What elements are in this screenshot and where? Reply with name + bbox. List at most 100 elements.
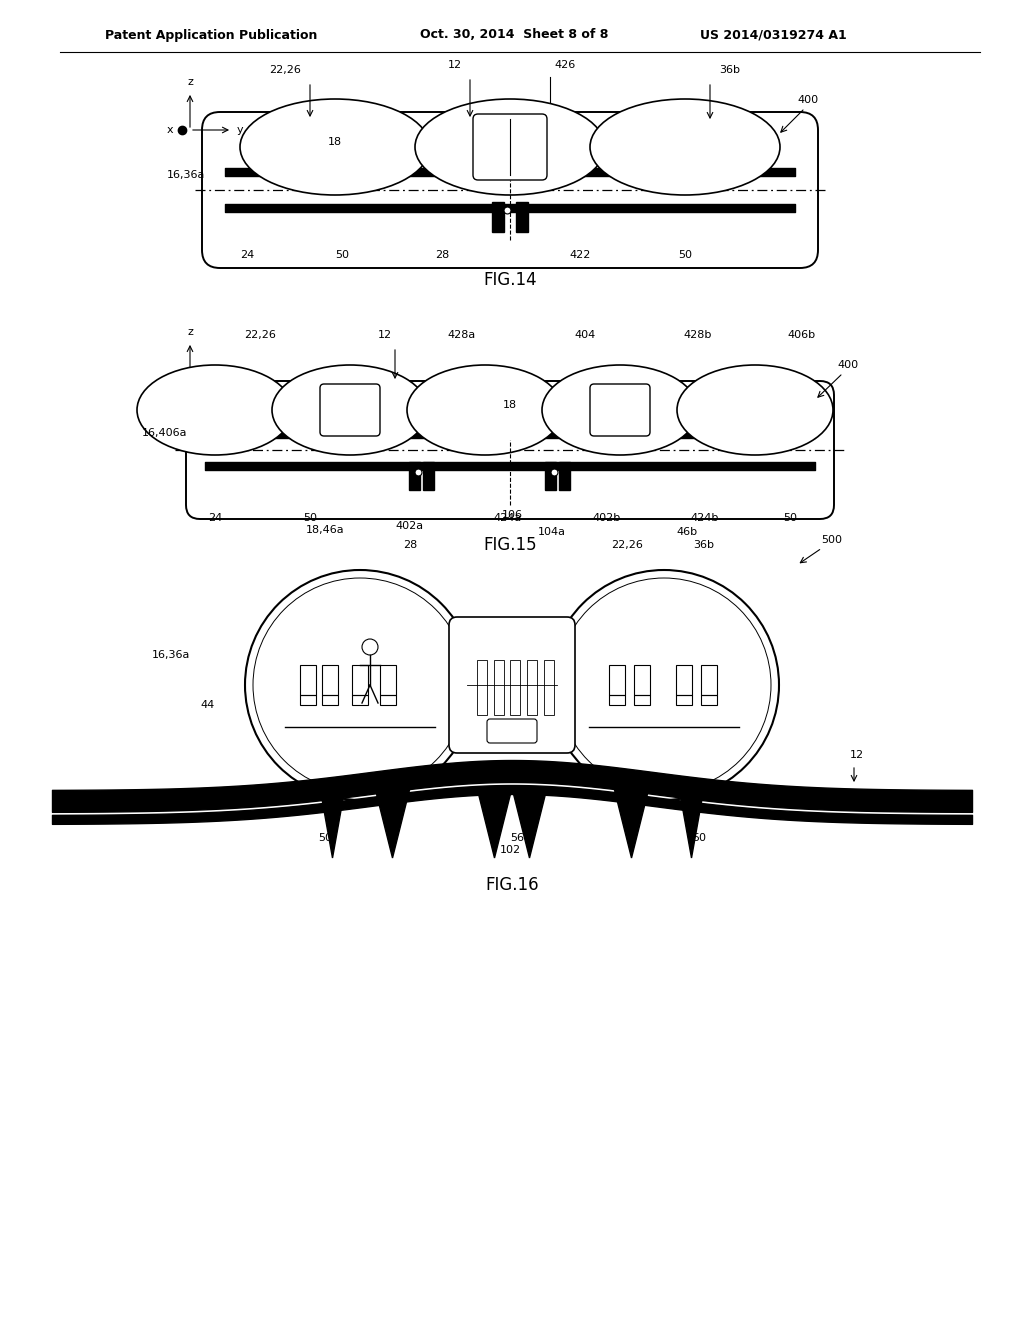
Text: 44: 44 [201, 700, 215, 710]
Text: 50: 50 [303, 513, 317, 523]
Text: 18,46a: 18,46a [306, 525, 344, 535]
Bar [322, 696, 338, 705]
Bar [701, 696, 717, 705]
Text: FIG.15: FIG.15 [483, 536, 537, 554]
Text: 12: 12 [850, 750, 864, 760]
Ellipse shape [407, 366, 563, 455]
Text: 12: 12 [447, 59, 462, 70]
Ellipse shape [272, 366, 428, 455]
Text: 22,26: 22,26 [269, 65, 301, 75]
Text: 50: 50 [318, 833, 332, 843]
Text: FIG.16: FIG.16 [485, 876, 539, 894]
Bar [477, 660, 487, 715]
Text: 18: 18 [503, 400, 517, 411]
Text: 28: 28 [435, 249, 450, 260]
Bar [494, 660, 504, 715]
Text: z: z [187, 327, 193, 337]
Ellipse shape [415, 99, 605, 195]
Polygon shape [614, 788, 649, 858]
Bar [300, 665, 316, 696]
Ellipse shape [590, 99, 780, 195]
Bar [423, 462, 434, 490]
Text: x: x [166, 375, 173, 385]
Text: x: x [166, 125, 173, 135]
Text: 22,26: 22,26 [244, 330, 275, 341]
Bar [676, 696, 692, 705]
FancyBboxPatch shape [202, 112, 818, 268]
Text: 500: 500 [821, 535, 843, 545]
Polygon shape [679, 788, 705, 858]
Ellipse shape [542, 366, 698, 455]
Bar [559, 462, 570, 490]
Text: 402b: 402b [593, 513, 622, 523]
Text: z: z [187, 77, 193, 87]
Bar [380, 696, 396, 705]
Bar [322, 665, 338, 696]
Bar [634, 696, 650, 705]
Text: 24: 24 [240, 249, 254, 260]
Polygon shape [512, 788, 547, 858]
Text: 12: 12 [378, 330, 392, 341]
Ellipse shape [240, 99, 430, 195]
Text: 46b: 46b [677, 527, 697, 537]
Text: y: y [237, 375, 244, 385]
Bar [352, 665, 368, 696]
Text: 424b: 424b [691, 513, 719, 523]
Text: 422: 422 [569, 249, 591, 260]
Text: 16,36a: 16,36a [167, 170, 205, 180]
Bar [510, 660, 520, 715]
Text: 102: 102 [500, 845, 520, 855]
Text: 50: 50 [783, 513, 797, 523]
Bar [380, 665, 396, 696]
Text: y: y [237, 125, 244, 135]
Polygon shape [477, 788, 512, 858]
Text: 28: 28 [402, 540, 417, 550]
Ellipse shape [137, 366, 293, 455]
Text: 16,36a: 16,36a [152, 649, 190, 660]
Bar [609, 696, 625, 705]
Text: 400: 400 [838, 360, 858, 370]
Text: 104a: 104a [538, 527, 566, 537]
Text: Patent Application Publication: Patent Application Publication [105, 29, 317, 41]
FancyBboxPatch shape [590, 384, 650, 436]
Text: 24: 24 [208, 513, 222, 523]
Bar [409, 462, 420, 490]
FancyBboxPatch shape [487, 719, 537, 743]
Text: 16,406a: 16,406a [141, 428, 187, 438]
Bar [516, 202, 528, 232]
Text: 50: 50 [678, 249, 692, 260]
Bar [544, 660, 554, 715]
Text: 50: 50 [335, 249, 349, 260]
Text: 400: 400 [798, 95, 818, 106]
Text: Oct. 30, 2014  Sheet 8 of 8: Oct. 30, 2014 Sheet 8 of 8 [420, 29, 608, 41]
Bar [609, 665, 625, 696]
Text: 56: 56 [510, 833, 524, 843]
FancyBboxPatch shape [449, 616, 575, 752]
Text: 36b: 36b [693, 540, 715, 550]
Polygon shape [319, 788, 345, 858]
Text: 428b: 428b [684, 330, 712, 341]
Bar [352, 696, 368, 705]
Bar [527, 660, 537, 715]
FancyBboxPatch shape [473, 114, 547, 180]
Text: 402a: 402a [396, 521, 424, 531]
Bar [676, 665, 692, 696]
Text: 106: 106 [502, 510, 522, 520]
Text: 424a: 424a [494, 513, 522, 523]
Text: US 2014/0319274 A1: US 2014/0319274 A1 [700, 29, 847, 41]
Ellipse shape [677, 366, 833, 455]
Text: 36b: 36b [720, 65, 740, 75]
Text: 426: 426 [554, 59, 575, 70]
Text: 22,26: 22,26 [611, 540, 643, 550]
Bar [634, 665, 650, 696]
Text: 428a: 428a [447, 330, 476, 341]
Text: 50: 50 [692, 833, 706, 843]
Text: 18: 18 [328, 137, 342, 147]
Bar [492, 202, 504, 232]
Polygon shape [375, 788, 410, 858]
Bar [701, 665, 717, 696]
Text: FIG.14: FIG.14 [483, 271, 537, 289]
Bar [545, 462, 556, 490]
Text: 404: 404 [574, 330, 596, 341]
FancyBboxPatch shape [186, 381, 834, 519]
